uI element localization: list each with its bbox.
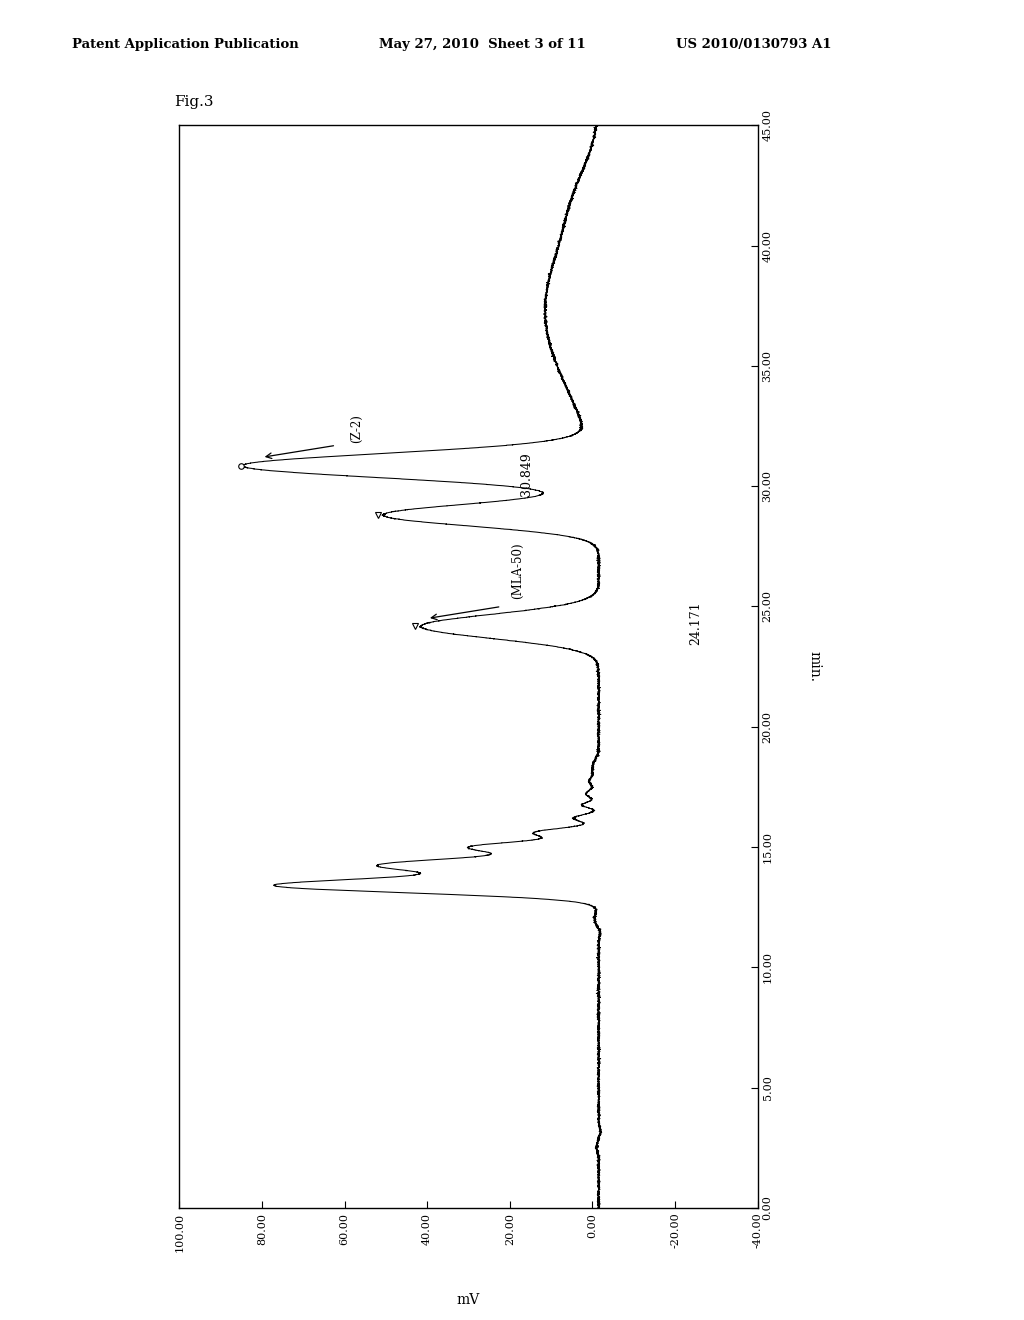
Text: US 2010/0130793 A1: US 2010/0130793 A1 — [676, 37, 831, 50]
Y-axis label: min.: min. — [807, 651, 821, 682]
Text: Patent Application Publication: Patent Application Publication — [72, 37, 298, 50]
Text: (MLA-50): (MLA-50) — [512, 543, 524, 599]
X-axis label: mV: mV — [457, 1294, 480, 1307]
Text: 30.849: 30.849 — [520, 453, 532, 496]
Text: (Z-2): (Z-2) — [350, 414, 364, 444]
Text: 24.171: 24.171 — [689, 602, 702, 645]
Text: May 27, 2010  Sheet 3 of 11: May 27, 2010 Sheet 3 of 11 — [379, 37, 586, 50]
Text: Fig.3: Fig.3 — [174, 95, 214, 108]
